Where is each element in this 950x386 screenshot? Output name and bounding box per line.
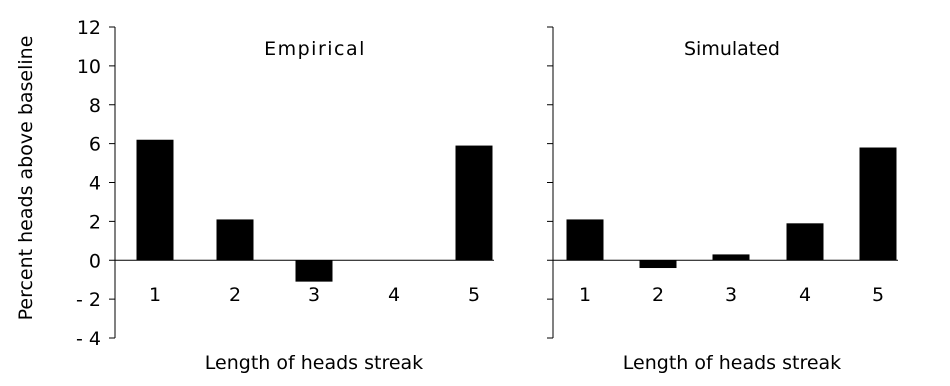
bar-1 xyxy=(136,139,174,261)
y-tick-label: 0 xyxy=(89,250,101,272)
bar-1 xyxy=(566,219,604,261)
x-category-label: 1 xyxy=(149,284,161,306)
x-category-label: 3 xyxy=(308,284,320,306)
panel-title: Empirical xyxy=(264,38,366,60)
x-axis-label: Length of heads streak xyxy=(623,352,841,374)
y-tick-label: 8 xyxy=(89,95,101,117)
y-axis-label: Percent heads above baseline xyxy=(15,36,37,321)
x-category-label: 5 xyxy=(872,284,884,306)
x-category-label: 3 xyxy=(725,284,737,306)
y-tick-label: - 4 xyxy=(76,328,101,350)
y-tick-label: 4 xyxy=(89,173,101,195)
bar-2 xyxy=(216,219,254,261)
y-tick-label: 6 xyxy=(89,134,101,156)
x-category-label: 4 xyxy=(388,284,400,306)
bar-3 xyxy=(295,260,333,282)
bar-2 xyxy=(639,260,677,269)
y-tick-label: 10 xyxy=(77,56,101,78)
bar-5 xyxy=(859,147,897,261)
y-tick-label: 2 xyxy=(89,211,101,233)
simulated-panel: 1 2 3 4 5 Simulated Length of heads streak xyxy=(547,26,898,374)
x-category-label: 2 xyxy=(229,284,241,306)
bar-5 xyxy=(455,145,493,261)
x-category-label: 1 xyxy=(579,284,591,306)
bar-3 xyxy=(712,254,750,261)
y-tick-label: 12 xyxy=(77,17,101,39)
panel-title: Simulated xyxy=(684,38,780,60)
x-category-label: 2 xyxy=(652,284,664,306)
y-tick-label: - 2 xyxy=(76,289,101,311)
x-axis-label: Length of heads streak xyxy=(205,352,423,374)
bar-4 xyxy=(786,223,824,261)
x-category-label: 5 xyxy=(468,284,480,306)
x-category-label: 4 xyxy=(799,284,811,306)
